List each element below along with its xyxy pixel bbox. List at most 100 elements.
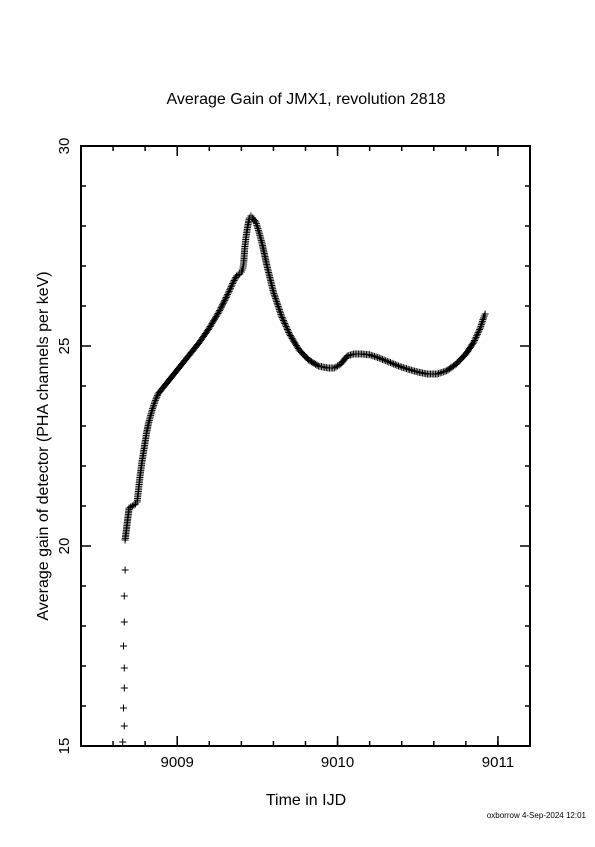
data-point xyxy=(208,320,216,328)
data-point xyxy=(228,281,236,289)
data-point xyxy=(214,309,222,317)
data-point xyxy=(334,362,342,370)
data-point xyxy=(283,326,291,333)
data-point xyxy=(382,357,390,365)
data-point xyxy=(141,440,149,448)
data-point xyxy=(284,327,292,335)
data-point xyxy=(269,286,277,294)
data-point xyxy=(152,395,160,403)
data-point xyxy=(153,392,161,400)
data-point xyxy=(439,368,447,376)
data-point xyxy=(390,360,398,368)
data-point xyxy=(293,343,301,351)
data-point xyxy=(471,335,479,343)
data-point xyxy=(370,352,378,360)
data-point xyxy=(213,311,221,319)
data-point xyxy=(276,307,284,315)
data-point xyxy=(285,329,293,336)
data-point xyxy=(290,337,298,345)
data-point xyxy=(254,226,262,234)
data-point xyxy=(401,364,409,372)
x-axis-label: Time in IJD xyxy=(266,792,346,809)
data-point xyxy=(477,321,485,329)
data-point xyxy=(273,298,281,306)
data-point xyxy=(226,286,234,294)
data-point xyxy=(436,369,444,377)
data-point xyxy=(469,339,477,347)
data-point xyxy=(224,290,232,298)
data-point xyxy=(396,363,404,371)
data-point xyxy=(212,312,220,320)
x-tick-label: 9011 xyxy=(482,754,514,771)
data-point xyxy=(364,351,372,359)
data-point xyxy=(219,301,227,309)
data-point xyxy=(435,369,443,377)
data-point xyxy=(222,293,230,301)
data-point xyxy=(216,307,224,315)
data-point xyxy=(147,410,155,418)
data-point xyxy=(480,312,488,320)
data-point xyxy=(478,319,486,327)
data-point xyxy=(393,361,401,369)
data-point xyxy=(292,342,300,350)
data-point xyxy=(374,353,382,361)
data-point xyxy=(218,302,226,310)
data-point xyxy=(441,367,449,375)
data-point xyxy=(210,317,218,325)
data-point xyxy=(283,324,291,332)
data-point xyxy=(272,294,280,302)
data-point xyxy=(252,220,260,228)
y-tick-label: 15 xyxy=(56,738,73,755)
data-point xyxy=(207,321,215,329)
data-point xyxy=(150,401,158,409)
data-point xyxy=(476,324,484,332)
data-point xyxy=(149,405,157,413)
data-point xyxy=(263,260,271,268)
data-point xyxy=(277,312,285,320)
data-point xyxy=(341,355,349,363)
data-point xyxy=(380,356,388,364)
data-point xyxy=(286,331,294,339)
data-point xyxy=(287,333,295,341)
data-point xyxy=(221,295,229,303)
data-point xyxy=(281,320,289,327)
data-point xyxy=(225,287,233,295)
data-point xyxy=(219,299,227,307)
data-point xyxy=(279,315,287,323)
data-point xyxy=(468,341,476,349)
plot-frame xyxy=(80,145,531,747)
y-axis-label: Average gain of detector (PHA channels p… xyxy=(35,271,52,620)
data-point xyxy=(403,365,411,373)
data-point xyxy=(375,354,383,362)
data-point xyxy=(378,355,386,363)
data-point xyxy=(224,289,232,297)
data-point xyxy=(398,363,406,371)
data-point xyxy=(229,278,237,286)
data-point xyxy=(166,375,174,382)
data-point xyxy=(289,336,297,344)
data-point xyxy=(250,215,258,223)
data-point xyxy=(478,317,486,325)
data-point xyxy=(275,304,283,312)
data-point xyxy=(459,353,467,360)
data-point xyxy=(150,400,158,408)
data-point xyxy=(149,403,157,411)
data-point xyxy=(119,642,127,650)
data-point xyxy=(251,217,259,225)
data-point xyxy=(221,296,229,304)
x-tick-label: 9010 xyxy=(321,754,354,771)
data-point xyxy=(203,327,211,335)
data-point xyxy=(215,308,223,316)
data-point xyxy=(312,360,320,368)
chart-title: Average Gain of JMX1, revolution 2818 xyxy=(167,91,446,108)
data-point xyxy=(254,225,262,233)
data-point xyxy=(431,370,439,378)
data-point xyxy=(471,336,479,344)
data-point xyxy=(253,221,261,229)
data-point xyxy=(209,318,217,326)
data-point xyxy=(139,450,147,458)
data-point xyxy=(119,704,127,712)
data-point xyxy=(229,280,237,288)
data-point xyxy=(234,271,242,279)
